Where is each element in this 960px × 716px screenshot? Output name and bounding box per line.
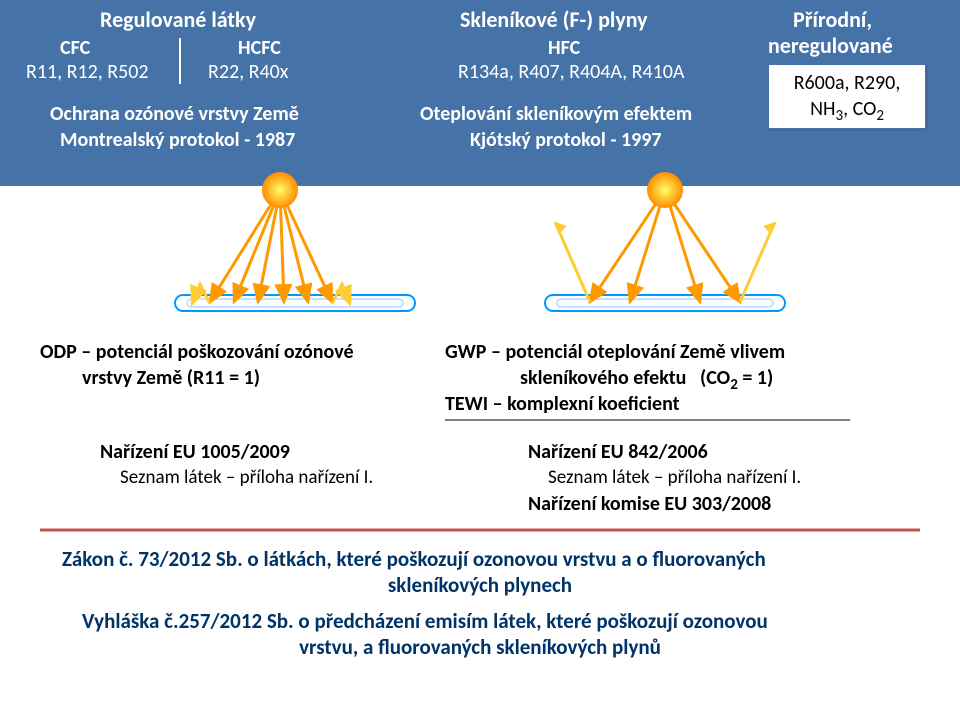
red-divider: [0, 0, 960, 560]
law1-num: Zákon č. 73/2012 Sb.: [62, 546, 243, 572]
law-257-2012-b: vrstvu, a fluorovaných skleníkových plyn…: [0, 634, 960, 660]
law-73-2012: Zákon č. 73/2012 Sb. o látkách, které po…: [62, 546, 922, 572]
law-257-2012: Vyhláška č.257/2012 Sb. o předcházení em…: [82, 608, 922, 634]
law-73-2012-b: skleníkových plynech: [0, 572, 960, 598]
law2-num: Vyhláška č.257/2012 Sb.: [82, 608, 294, 634]
